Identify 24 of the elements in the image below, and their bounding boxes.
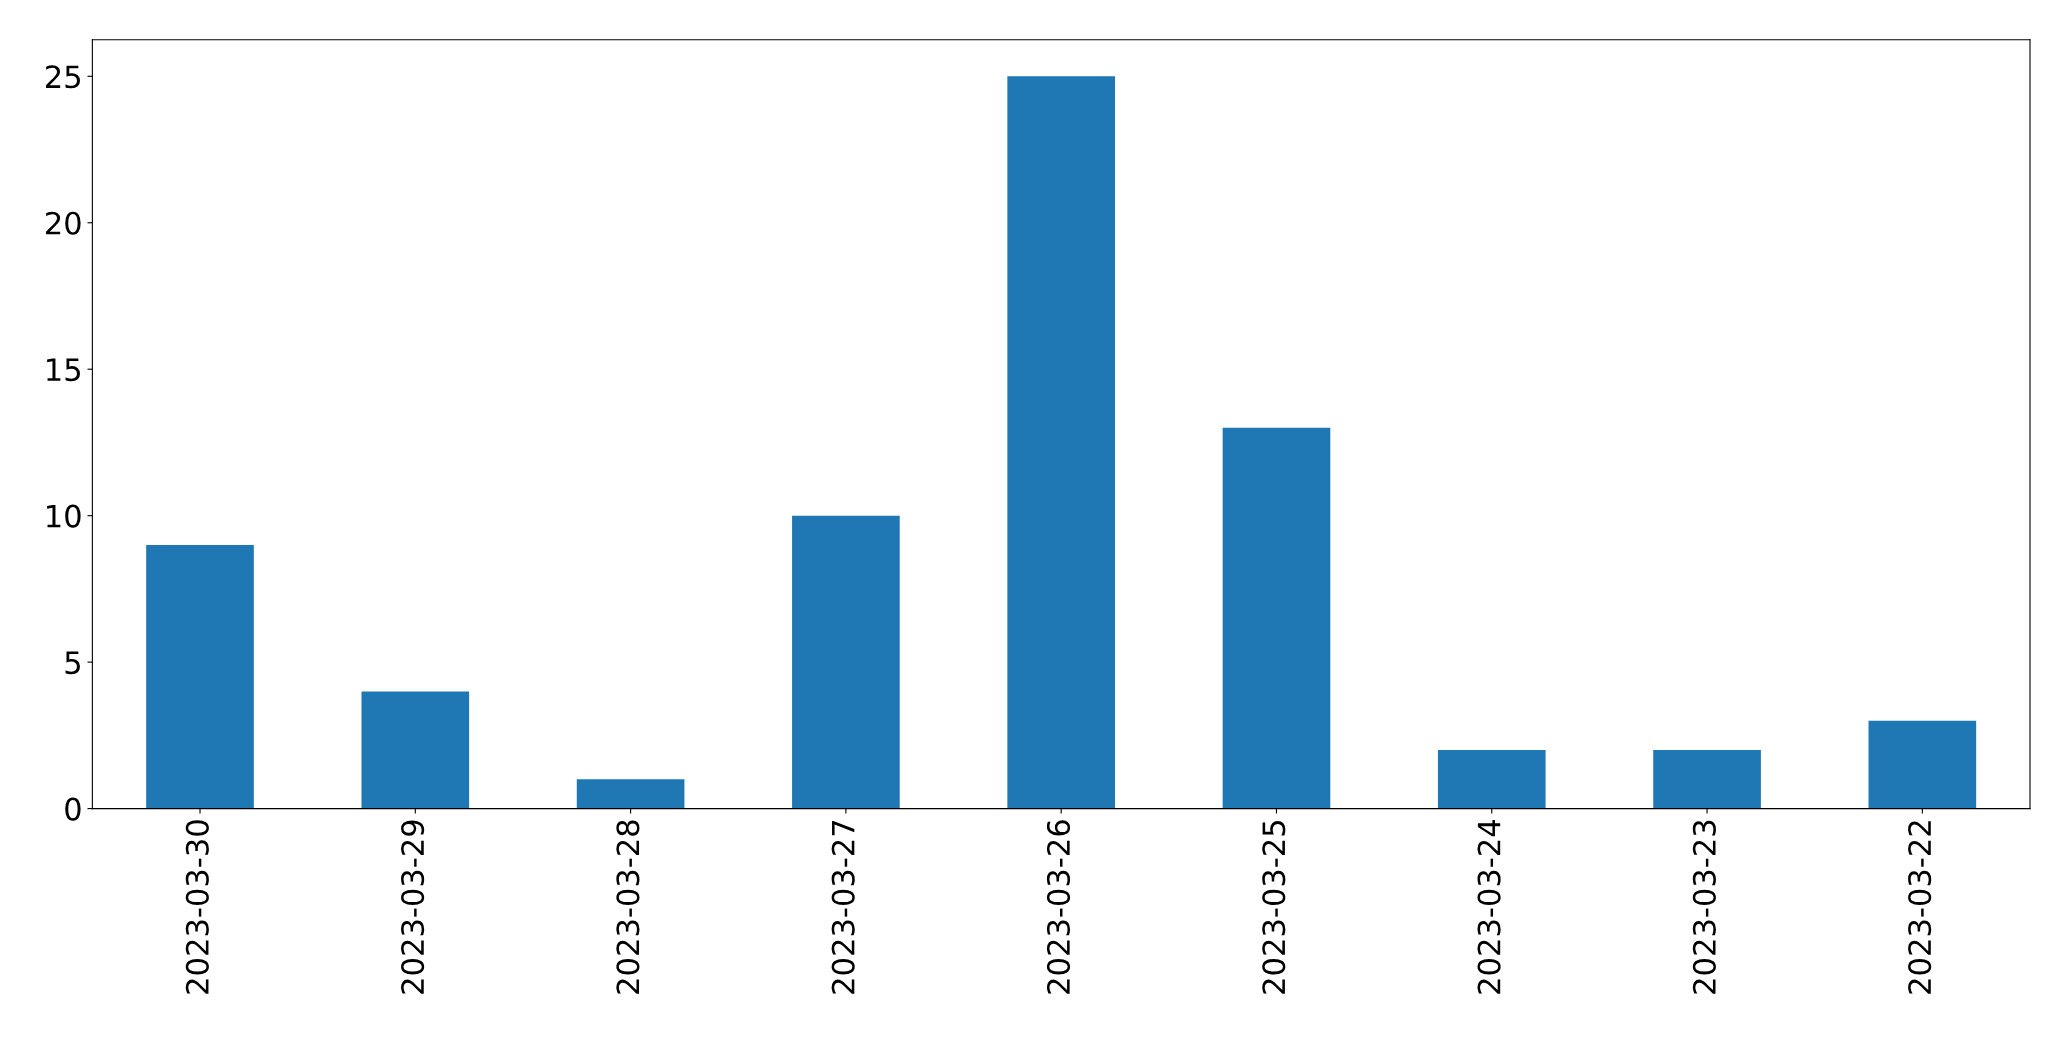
bar — [1653, 750, 1761, 809]
x-tick-label: 2023-03-27 — [831, 820, 855, 994]
x-tick-label: 2023-03-25 — [1262, 820, 1286, 994]
bar — [146, 544, 254, 809]
y-tick-label: 0 — [65, 797, 81, 821]
bar — [1007, 76, 1115, 809]
bar — [1222, 427, 1331, 809]
x-tick-label: 2023-03-29 — [401, 820, 425, 994]
bar — [792, 515, 900, 809]
y-tick-label: 5 — [65, 651, 80, 675]
bar — [1868, 720, 1977, 809]
bar — [576, 779, 685, 809]
x-tick-label: 2023-03-30 — [185, 820, 209, 994]
y-tick-label: 20 — [46, 211, 81, 235]
bar — [361, 691, 470, 809]
x-tick-label: 2023-03-24 — [1477, 820, 1501, 994]
x-tick-label: 2023-03-28 — [616, 820, 640, 994]
y-tick-label: 10 — [47, 504, 81, 528]
bar — [1437, 750, 1546, 809]
y-tick-label: 15 — [47, 358, 80, 382]
x-tick-label: 2023-03-23 — [1692, 820, 1716, 994]
x-tick-label: 2023-03-26 — [1046, 820, 1071, 994]
x-tick-label: 2023-03-22 — [1908, 821, 1932, 994]
y-tick-label: 25 — [46, 65, 80, 89]
